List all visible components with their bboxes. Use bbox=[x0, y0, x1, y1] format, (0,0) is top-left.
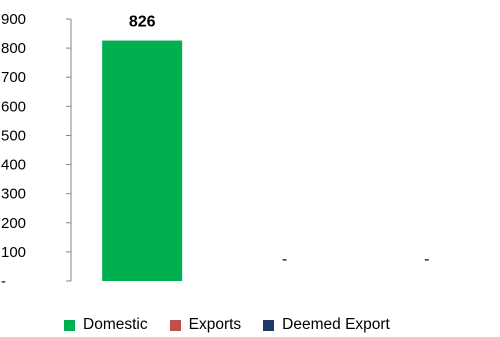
y-tick-label: 400 bbox=[1, 157, 26, 174]
y-tick-label: 200 bbox=[1, 215, 26, 232]
legend-label-deemed-export: Deemed Export bbox=[282, 316, 390, 333]
legend-swatch-deemed-export bbox=[263, 319, 275, 331]
y-tick-label: - bbox=[1, 273, 6, 290]
legend-label-exports: Exports bbox=[188, 316, 242, 333]
data-label-deemed-export: - bbox=[424, 251, 429, 268]
bars bbox=[102, 40, 183, 281]
data-label-exports: - bbox=[282, 251, 287, 268]
bar-domestic bbox=[102, 40, 183, 281]
legend-item-deemed-export: Deemed Export bbox=[263, 316, 390, 334]
legend-swatch-domestic bbox=[64, 319, 75, 331]
y-axis: - 100 200 300 400 500 600 700 800 900 bbox=[1, 11, 72, 290]
data-label-domestic: 826 bbox=[129, 14, 156, 31]
legend-item-domestic: Domestic bbox=[64, 316, 148, 334]
y-tick-label: 500 bbox=[1, 127, 26, 144]
legend-label-domestic: Domestic bbox=[83, 316, 148, 333]
y-tick-label: 300 bbox=[1, 186, 26, 203]
y-tick-label: 700 bbox=[1, 69, 26, 86]
bar-chart: - 100 200 300 400 500 600 700 800 900 826 - - bbox=[1, 11, 430, 290]
y-tick-label: 100 bbox=[1, 244, 26, 261]
legend: Domestic Exports Deemed Export bbox=[64, 314, 390, 336]
data-labels: 826 - - bbox=[129, 14, 430, 268]
y-tick-label: 800 bbox=[1, 40, 26, 57]
y-tick-label: 900 bbox=[1, 11, 26, 28]
legend-item-exports: Exports bbox=[169, 316, 242, 334]
legend-swatch-exports bbox=[169, 319, 181, 331]
y-tick-label: 600 bbox=[1, 98, 26, 115]
